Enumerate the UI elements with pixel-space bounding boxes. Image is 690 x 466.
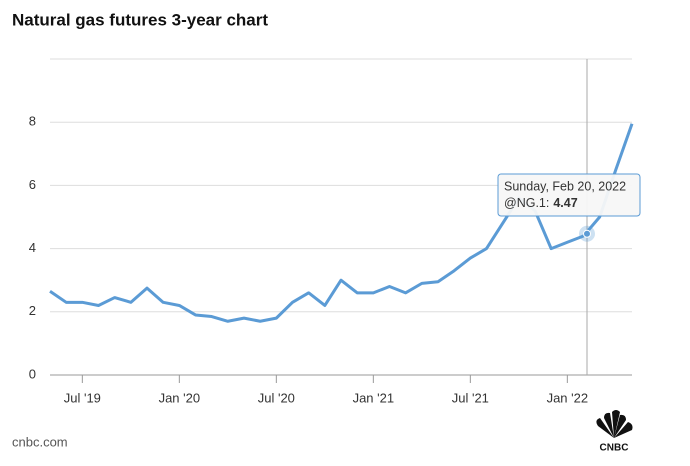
x-tick-label: Jul '20 (258, 390, 295, 405)
logo-text: CNBC (600, 443, 629, 454)
source: cnbc.com (12, 434, 68, 449)
x-tick-label: Jan '22 (547, 390, 589, 405)
tooltip-number: 4.47 (553, 196, 577, 210)
tooltip-date: Sunday, Feb 20, 2022 (504, 179, 626, 193)
tooltip-box (497, 173, 641, 217)
x-tick-label: Jul '19 (64, 390, 101, 405)
chart-title: Natural gas futures 3-year chart (12, 10, 268, 29)
y-tick-label: 6 (29, 177, 36, 192)
logo: CNBC (596, 410, 633, 454)
tooltip-series: @NG.1: (504, 196, 549, 210)
logo-feathers (596, 410, 633, 438)
x-tick-label: Jul '21 (452, 390, 489, 405)
x-tick-label: Jan '21 (353, 390, 395, 405)
y-tick-label: 2 (29, 303, 36, 318)
x-tick-label: Jan '20 (159, 390, 201, 405)
y-tick-label: 4 (29, 240, 36, 255)
tooltip-value: @NG.1: 4.47 (504, 196, 578, 210)
y-tick-label: 8 (29, 114, 36, 129)
hover-point (583, 229, 591, 238)
y-tick-label: 0 (29, 366, 36, 381)
line (49, 123, 634, 323)
